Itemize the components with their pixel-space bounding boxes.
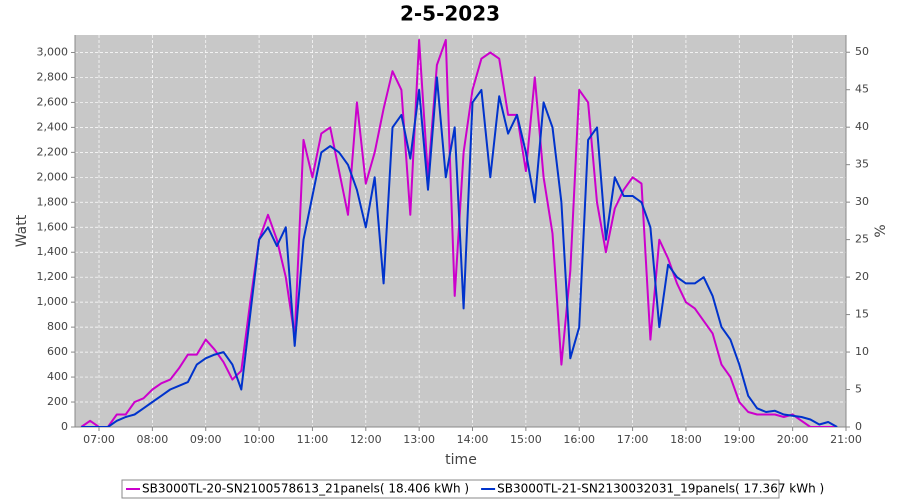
y2-tick-label: 50: [855, 45, 869, 58]
y-tick-label: 400: [47, 370, 68, 383]
x-tick-label: 20:00: [777, 433, 809, 446]
y-tick-label: 1,800: [37, 195, 69, 208]
y2-tick-label: 45: [855, 83, 869, 96]
x-tick-label: 17:00: [617, 433, 649, 446]
x-tick-label: 09:00: [190, 433, 222, 446]
y-tick-label: 2,800: [37, 70, 69, 83]
y-axis-label: Watt: [14, 214, 30, 247]
y2-axis-label: %: [873, 224, 889, 237]
y-tick-label: 1,400: [37, 245, 69, 258]
x-tick-label: 08:00: [137, 433, 169, 446]
x-tick-label: 18:00: [670, 433, 702, 446]
y-tick-label: 2,000: [37, 170, 69, 183]
y-tick-label: 2,400: [37, 120, 69, 133]
y2-tick-label: 10: [855, 345, 869, 358]
y-tick-label: 2,200: [37, 145, 69, 158]
series-line: [81, 76, 838, 427]
x-tick-label: 10:00: [243, 433, 275, 446]
y-tick-label: 600: [47, 345, 68, 358]
y2-tick-label: 25: [855, 233, 869, 246]
x-tick-label: 13:00: [403, 433, 435, 446]
x-tick-label: 07:00: [83, 433, 115, 446]
y2-tick-label: 40: [855, 120, 869, 133]
x-tick-label: 15:00: [510, 433, 542, 446]
y-tick-label: 800: [47, 320, 68, 333]
y2-tick-label: 35: [855, 158, 869, 171]
y2-tick-label: 20: [855, 270, 869, 283]
x-tick-label: 12:00: [350, 433, 382, 446]
y-tick-label: 1,600: [37, 220, 69, 233]
y-tick-label: 2,600: [37, 95, 69, 108]
x-tick-label: 14:00: [457, 433, 489, 446]
y-tick-label: 0: [61, 420, 68, 433]
x-tick-label: 16:00: [563, 433, 595, 446]
y2-tick-label: 30: [855, 195, 869, 208]
y-tick-label: 1,000: [37, 295, 69, 308]
x-tick-label: 11:00: [297, 433, 329, 446]
legend-box: [121, 479, 780, 499]
y2-tick-label: 5: [855, 383, 862, 396]
legend-label: SB3000TL-20-SN2100578613_21panels( 18.40…: [142, 482, 469, 496]
chart-title: 2-5-2023: [400, 2, 500, 26]
legend-label: SB3000TL-21-SN2130032031_19panels( 17.36…: [497, 482, 824, 496]
y2-tick-label: 0: [855, 420, 862, 433]
x-axis-label: time: [445, 452, 477, 468]
y-tick-label: 3,000: [37, 45, 69, 58]
y-tick-label: 1,200: [37, 270, 69, 283]
y2-tick-label: 15: [855, 308, 869, 321]
y-tick-label: 200: [47, 395, 68, 408]
x-tick-label: 21:00: [830, 433, 862, 446]
x-tick-label: 19:00: [723, 433, 755, 446]
